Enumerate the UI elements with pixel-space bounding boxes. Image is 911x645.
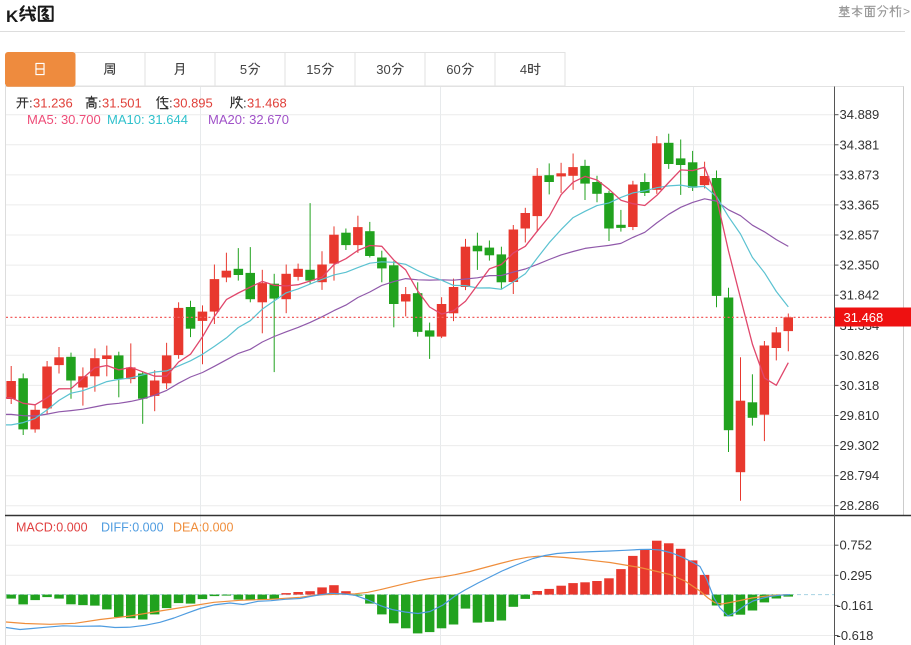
svg-text:31.842: 31.842	[840, 288, 880, 303]
svg-text:30.318: 30.318	[840, 378, 880, 393]
svg-text:29.810: 29.810	[840, 408, 880, 423]
svg-text:28.794: 28.794	[840, 468, 880, 483]
svg-text:MA20: 32.670: MA20: 32.670	[208, 112, 289, 127]
svg-text:30.826: 30.826	[840, 348, 880, 363]
svg-text:15: 15	[306, 62, 320, 77]
svg-text:DEA:0.000: DEA:0.000	[173, 521, 234, 535]
svg-text::: :	[29, 96, 33, 111]
svg-text:MA5: 30.700: MA5: 30.700	[27, 112, 101, 127]
svg-text:>: >	[903, 5, 910, 19]
svg-text:31.236: 31.236	[33, 96, 73, 111]
svg-text::: :	[98, 96, 102, 111]
svg-text:31.501: 31.501	[102, 96, 142, 111]
svg-text:MACD:0.000: MACD:0.000	[16, 521, 88, 535]
svg-text:K: K	[6, 7, 19, 26]
svg-text:0.752: 0.752	[840, 538, 873, 553]
svg-text:4: 4	[520, 62, 527, 77]
svg-text::: :	[169, 96, 173, 111]
svg-text:30.895: 30.895	[173, 96, 213, 111]
svg-text:32.350: 32.350	[840, 258, 880, 273]
svg-text:DIFF:0.000: DIFF:0.000	[101, 521, 164, 535]
svg-text:34.381: 34.381	[840, 137, 880, 152]
svg-text:-0.618: -0.618	[837, 628, 874, 643]
svg-text:-0.161: -0.161	[837, 598, 874, 613]
svg-text:34.889: 34.889	[840, 107, 880, 122]
svg-text:MA10: 31.644: MA10: 31.644	[107, 112, 188, 127]
svg-text:28.286: 28.286	[840, 498, 880, 513]
svg-text:31.468: 31.468	[247, 96, 287, 111]
svg-text:31.468: 31.468	[844, 310, 884, 325]
svg-text::: :	[243, 96, 247, 111]
svg-text:0.295: 0.295	[840, 568, 873, 583]
svg-text:29.302: 29.302	[840, 438, 880, 453]
svg-text:32.857: 32.857	[840, 228, 880, 243]
svg-text:31.334: 31.334	[840, 318, 880, 333]
svg-text:60: 60	[446, 62, 460, 77]
svg-text:33.365: 33.365	[840, 197, 880, 212]
svg-text:5: 5	[240, 62, 247, 77]
svg-text:30: 30	[376, 62, 390, 77]
svg-text:33.873: 33.873	[840, 167, 880, 182]
